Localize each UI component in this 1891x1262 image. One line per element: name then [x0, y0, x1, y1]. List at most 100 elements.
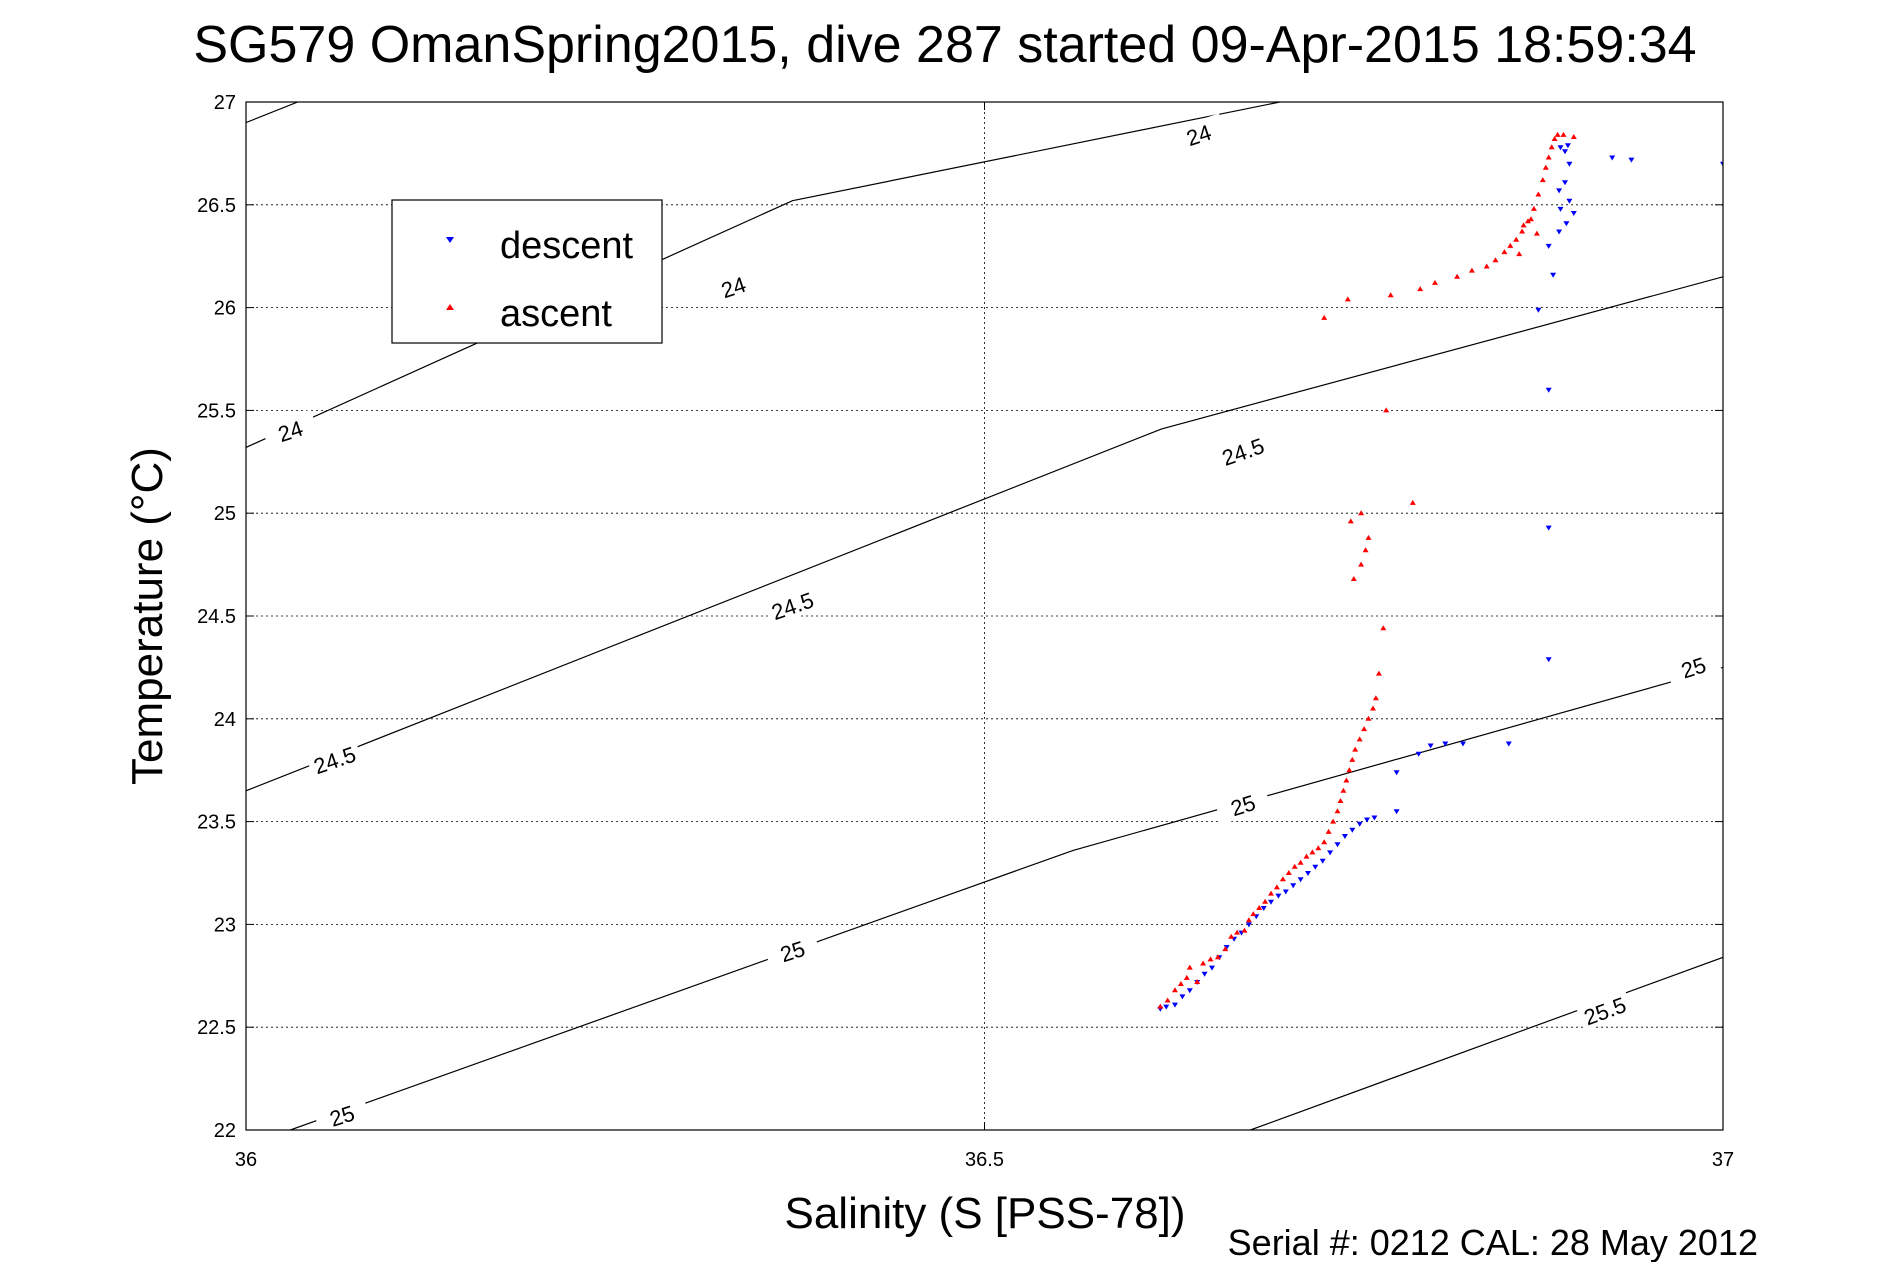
- point-descent: [1260, 906, 1267, 911]
- point-ascent: [1468, 267, 1475, 273]
- contour-label-bg: [312, 1094, 371, 1136]
- point-ascent: [1330, 818, 1337, 824]
- legend: descent ascent: [391, 199, 663, 344]
- point-descent: [1556, 188, 1563, 194]
- point-ascent: [1519, 228, 1526, 234]
- point-ascent: [1483, 263, 1490, 269]
- point-ascent: [1250, 911, 1257, 917]
- point-ascent: [1207, 956, 1214, 962]
- legend-box: [391, 199, 663, 344]
- contour-label-bg: [704, 265, 762, 307]
- point-ascent: [1551, 136, 1558, 141]
- point-ascent: [1358, 561, 1365, 567]
- y-tick-label: 27: [214, 92, 236, 114]
- point-ascent: [1417, 286, 1424, 292]
- point-ascent: [1383, 407, 1390, 413]
- point-descent: [1393, 770, 1400, 776]
- point-ascent: [1560, 131, 1567, 137]
- point-descent: [1282, 889, 1289, 895]
- point-ascent: [1321, 314, 1328, 320]
- point-descent: [1223, 945, 1230, 950]
- point-ascent: [1492, 257, 1499, 263]
- point-descent: [1545, 387, 1552, 393]
- point-ascent: [1347, 518, 1354, 524]
- y-tick-label: 24: [214, 709, 236, 731]
- point-descent: [1720, 161, 1723, 167]
- point-ascent: [1256, 905, 1263, 910]
- point-ascent: [1525, 218, 1531, 224]
- point-ascent: [1542, 164, 1549, 170]
- point-ascent: [1372, 695, 1379, 701]
- point-descent: [1427, 743, 1434, 749]
- point-descent: [1570, 211, 1577, 216]
- point-descent: [1628, 157, 1635, 163]
- point-ascent: [1228, 933, 1235, 939]
- point-ascent: [1303, 853, 1310, 859]
- point-descent: [1563, 221, 1570, 227]
- point-ascent: [1285, 870, 1292, 875]
- point-descent: [1545, 657, 1552, 663]
- point-ascent: [1234, 929, 1241, 935]
- point-descent: [1460, 741, 1466, 747]
- point-ascent: [1200, 960, 1207, 966]
- point-ascent: [1337, 798, 1344, 803]
- point-descent: [1341, 834, 1348, 839]
- point-descent: [1566, 161, 1573, 167]
- contour-label-bg: [1664, 646, 1722, 687]
- point-ascent: [1321, 839, 1328, 845]
- y-tick-label: 23.5: [197, 812, 236, 834]
- contour-label-bg: [261, 409, 319, 451]
- point-ascent: [1172, 987, 1178, 993]
- point-descent: [1415, 751, 1422, 757]
- y-tick-label: 24.5: [197, 606, 236, 628]
- point-ascent: [1262, 898, 1269, 904]
- y-tick-label: 25.5: [197, 400, 236, 422]
- y-tick-label: 23: [214, 914, 236, 936]
- contour-line-25: [290, 666, 1723, 1130]
- point-ascent: [1268, 890, 1274, 896]
- point-ascent: [1358, 510, 1365, 516]
- point-descent: [1566, 198, 1573, 204]
- point-ascent: [1533, 230, 1540, 236]
- point-ascent: [1177, 981, 1184, 986]
- point-descent: [1545, 525, 1552, 531]
- point-ascent: [1315, 845, 1322, 851]
- point-ascent: [1241, 927, 1248, 933]
- point-ascent: [1380, 625, 1387, 631]
- point-ascent: [1309, 849, 1316, 855]
- point-ascent: [1352, 746, 1359, 752]
- point-ascent: [1291, 863, 1298, 869]
- point-ascent: [1350, 576, 1357, 581]
- data-points: [1157, 131, 1723, 1012]
- point-ascent: [1194, 979, 1201, 984]
- serial-calibration-note: Serial #: 0212 CAL: 28 May 2012: [1228, 1222, 1758, 1262]
- contour-line-24: [246, 102, 1281, 448]
- point-ascent: [1513, 236, 1520, 242]
- contour-label-bg: [763, 929, 821, 971]
- legend-marker-descent: [446, 237, 454, 243]
- point-ascent: [1454, 273, 1461, 279]
- point-descent: [1557, 206, 1564, 212]
- point-descent: [1305, 871, 1311, 876]
- point-ascent: [1409, 499, 1416, 505]
- point-ascent: [1186, 964, 1193, 970]
- point-descent: [1564, 143, 1571, 149]
- contour-line-25.5: [1250, 956, 1723, 1130]
- point-descent: [1163, 1004, 1170, 1010]
- y-tick-label: 22: [214, 1120, 236, 1142]
- point-ascent: [1528, 216, 1534, 222]
- axis-ticks: 36 36.5 37 22 22.5 23 23.5 24 24.5 25 25.5 26 26.5 27: [197, 92, 1734, 1171]
- point-descent: [1179, 994, 1186, 1000]
- point-descent: [1327, 850, 1334, 856]
- point-descent: [1356, 821, 1363, 827]
- point-ascent: [1356, 736, 1363, 742]
- point-descent: [1557, 145, 1564, 151]
- point-descent: [1371, 815, 1378, 821]
- point-descent: [1393, 809, 1400, 815]
- point-ascent: [1157, 1003, 1164, 1009]
- point-descent: [1268, 899, 1274, 905]
- point-ascent: [1273, 884, 1280, 890]
- point-descent: [1364, 817, 1370, 823]
- point-descent: [1545, 243, 1552, 249]
